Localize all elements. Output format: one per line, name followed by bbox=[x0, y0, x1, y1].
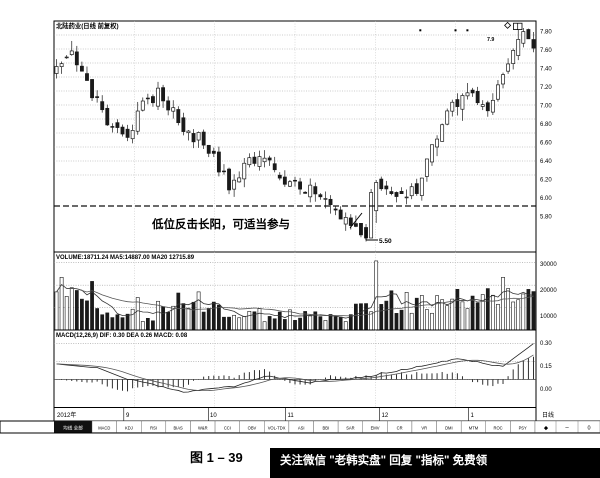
svg-text:DMI: DMI bbox=[445, 425, 453, 430]
svg-text:11: 11 bbox=[288, 413, 295, 419]
svg-text:5.50: 5.50 bbox=[379, 238, 392, 245]
svg-text:6.20: 6.20 bbox=[540, 178, 552, 184]
svg-text:7.40: 7.40 bbox=[540, 67, 552, 73]
svg-text:均线 全部: 均线 全部 bbox=[63, 424, 83, 431]
svg-text:OBV: OBV bbox=[248, 425, 257, 430]
svg-text:EMV: EMV bbox=[371, 425, 380, 430]
svg-text:VOLUME:18711.24 MA5:14887.00 M: VOLUME:18711.24 MA5:14887.00 MA20 12715.… bbox=[56, 255, 195, 261]
svg-text:关注微信 "老韩实盘" 回复 "指标" 免费领: 关注微信 "老韩实盘" 回复 "指标" 免费领 bbox=[280, 453, 488, 467]
svg-text:CR: CR bbox=[397, 425, 403, 430]
svg-text:ROC: ROC bbox=[494, 425, 503, 430]
svg-text:0.30: 0.30 bbox=[540, 341, 552, 347]
svg-text:7.60: 7.60 bbox=[540, 48, 552, 54]
svg-text:VR: VR bbox=[421, 425, 427, 430]
svg-text:5.80: 5.80 bbox=[540, 215, 552, 221]
svg-text:低位反击长阳，可适当参与: 低位反击长阳，可适当参与 bbox=[151, 217, 290, 231]
svg-text:2012年: 2012年 bbox=[57, 411, 76, 419]
svg-text:6.60: 6.60 bbox=[540, 141, 552, 147]
svg-text:MTM: MTM bbox=[469, 425, 479, 430]
svg-text:W&R: W&R bbox=[198, 425, 208, 430]
svg-text:CCI: CCI bbox=[224, 425, 231, 430]
svg-text:BBI: BBI bbox=[323, 425, 330, 430]
svg-text:6.00: 6.00 bbox=[540, 196, 552, 202]
svg-text:0.00: 0.00 bbox=[540, 387, 552, 393]
svg-text:图 1 – 39: 图 1 – 39 bbox=[190, 450, 243, 465]
svg-text:6.80: 6.80 bbox=[540, 122, 552, 128]
svg-text:6.40: 6.40 bbox=[540, 159, 552, 165]
svg-text:0.15: 0.15 bbox=[540, 364, 552, 370]
svg-text:MACD(12,26,9) DIF: 0.30 DEA 0.: MACD(12,26,9) DIF: 0.30 DEA 0.26 MACD: 0… bbox=[56, 333, 188, 339]
svg-text:20000: 20000 bbox=[540, 288, 557, 294]
svg-text:10000: 10000 bbox=[540, 314, 557, 320]
svg-text:SAR: SAR bbox=[346, 425, 354, 430]
svg-text:VOL-TDX: VOL-TDX bbox=[268, 425, 286, 430]
svg-text:日线: 日线 bbox=[542, 411, 554, 419]
svg-text:7.00: 7.00 bbox=[540, 104, 552, 110]
svg-text:RSI: RSI bbox=[150, 425, 157, 430]
svg-text:7.9: 7.9 bbox=[487, 37, 494, 43]
svg-text:30000: 30000 bbox=[540, 262, 557, 268]
svg-text:7.20: 7.20 bbox=[540, 85, 552, 91]
svg-text:KDJ: KDJ bbox=[125, 425, 133, 430]
svg-text:BIAS: BIAS bbox=[173, 425, 183, 430]
svg-text:ASI: ASI bbox=[298, 425, 305, 430]
svg-text:MACD: MACD bbox=[98, 425, 110, 430]
svg-text:12: 12 bbox=[382, 413, 389, 419]
svg-text:北陆药业(日线 前复权): 北陆药业(日线 前复权) bbox=[56, 21, 119, 30]
svg-text:10: 10 bbox=[210, 413, 217, 419]
svg-text:PSY: PSY bbox=[519, 425, 527, 430]
svg-text:7.80: 7.80 bbox=[540, 30, 552, 36]
svg-text:0: 0 bbox=[587, 425, 590, 431]
